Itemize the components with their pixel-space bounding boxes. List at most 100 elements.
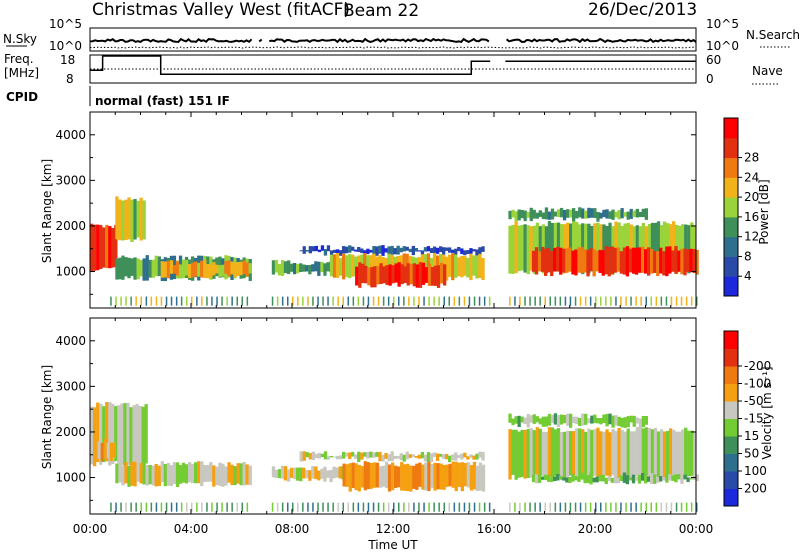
ground-scatter (130, 296, 132, 306)
echo-cell (589, 248, 593, 272)
echo-cell (659, 247, 663, 274)
power-colorbar-segment (724, 256, 738, 277)
echo-cell (550, 427, 555, 481)
echo-cell (169, 465, 174, 486)
ground-scatter (433, 502, 435, 512)
ground-scatter (564, 502, 567, 512)
echo-cell (402, 454, 406, 462)
echo-cell (581, 413, 585, 426)
echo-cell (566, 430, 570, 479)
power-range-tick-label: 3000 (55, 173, 86, 187)
echo-cell (418, 462, 422, 487)
velocity-colorbar-tick-label: -200 (744, 359, 771, 373)
echo-cell (669, 428, 673, 481)
echo-cell (596, 222, 600, 270)
ground-scatter (332, 502, 334, 512)
echo-cell (523, 210, 527, 222)
echo-cell (550, 414, 555, 424)
echo-cell (314, 261, 318, 272)
velocity-colorbar-segment (724, 383, 738, 402)
echo-cell (308, 453, 312, 460)
echo-cell (672, 429, 676, 480)
ground-scatter (292, 502, 294, 512)
echo-cell (442, 454, 446, 459)
ground-scatter (529, 502, 531, 512)
ground-scatter (297, 296, 299, 306)
ground-scatter (382, 502, 385, 512)
echo-cell (683, 248, 687, 276)
echo-cell (547, 475, 551, 482)
echo-cell (311, 466, 315, 479)
echo-cell (130, 199, 134, 242)
nsky-trace (258, 38, 263, 43)
echo-cell (589, 472, 593, 485)
ground-scatter (650, 502, 652, 512)
ground-scatter (468, 502, 471, 512)
echo-cell (390, 451, 394, 462)
power-colorbar-segment (724, 157, 738, 178)
echo-cell (323, 249, 328, 256)
echo-cell (305, 265, 309, 272)
echo-cell (127, 466, 131, 487)
echo-cell (623, 431, 627, 479)
echo-cell (400, 462, 404, 491)
echo-cell (586, 475, 590, 484)
ground-scatter (226, 296, 228, 306)
echo-cell (197, 262, 201, 277)
echo-cell (114, 406, 118, 462)
echo-cell (96, 224, 100, 271)
echo-cell (469, 454, 473, 458)
echo-cell (111, 228, 115, 268)
velocity-data (90, 402, 699, 512)
echo-cell (641, 246, 645, 273)
echo-cell (672, 221, 676, 270)
echo-cell (569, 431, 573, 476)
ground-scatter (362, 296, 365, 306)
echo-cell (420, 451, 425, 459)
ground-scatter (625, 296, 627, 306)
ground-scatter (281, 502, 284, 512)
echo-cell (550, 223, 555, 272)
ground-scatter (458, 502, 461, 512)
echo-cell (236, 262, 240, 277)
echo-cell (123, 403, 127, 467)
echo-cell (396, 455, 400, 459)
echo-cell (635, 417, 639, 424)
echo-cell (388, 264, 392, 286)
echo-cell (136, 258, 140, 280)
ground-scatter (372, 502, 375, 512)
echo-cell (121, 465, 125, 486)
echo-cell (681, 224, 685, 273)
ground-scatter (696, 296, 698, 306)
echo-cell (644, 416, 648, 425)
echo-cell (384, 248, 388, 253)
echo-cell (572, 416, 576, 424)
velocity-range-label: Slant Range [km] (40, 365, 54, 469)
echo-cell (599, 431, 603, 477)
ground-scatter (610, 296, 612, 306)
echo-cell (390, 245, 394, 255)
echo-cell (634, 476, 639, 481)
echo-cell (602, 414, 606, 423)
echo-cell (402, 246, 406, 252)
echo-cell (478, 451, 482, 458)
echo-cell (469, 248, 473, 254)
echo-cell (379, 263, 383, 284)
echo-cell (478, 253, 482, 279)
ground-scatter (206, 296, 208, 306)
echo-cell (610, 246, 614, 275)
echo-cell (448, 254, 452, 277)
echo-cell (290, 467, 294, 478)
power-colorbar-tick-label: 20 (744, 190, 759, 204)
echo-cell (100, 442, 104, 462)
echo-cell (403, 464, 407, 491)
echo-cell (245, 464, 249, 485)
echo-cell (442, 247, 446, 255)
echo-cell (556, 246, 560, 272)
ground-scatter (584, 296, 587, 306)
echo-cell (593, 414, 597, 424)
freq-traces (90, 55, 696, 75)
ground-scatter (302, 296, 304, 306)
ground-scatter (221, 296, 223, 306)
echo-cell (650, 222, 655, 274)
